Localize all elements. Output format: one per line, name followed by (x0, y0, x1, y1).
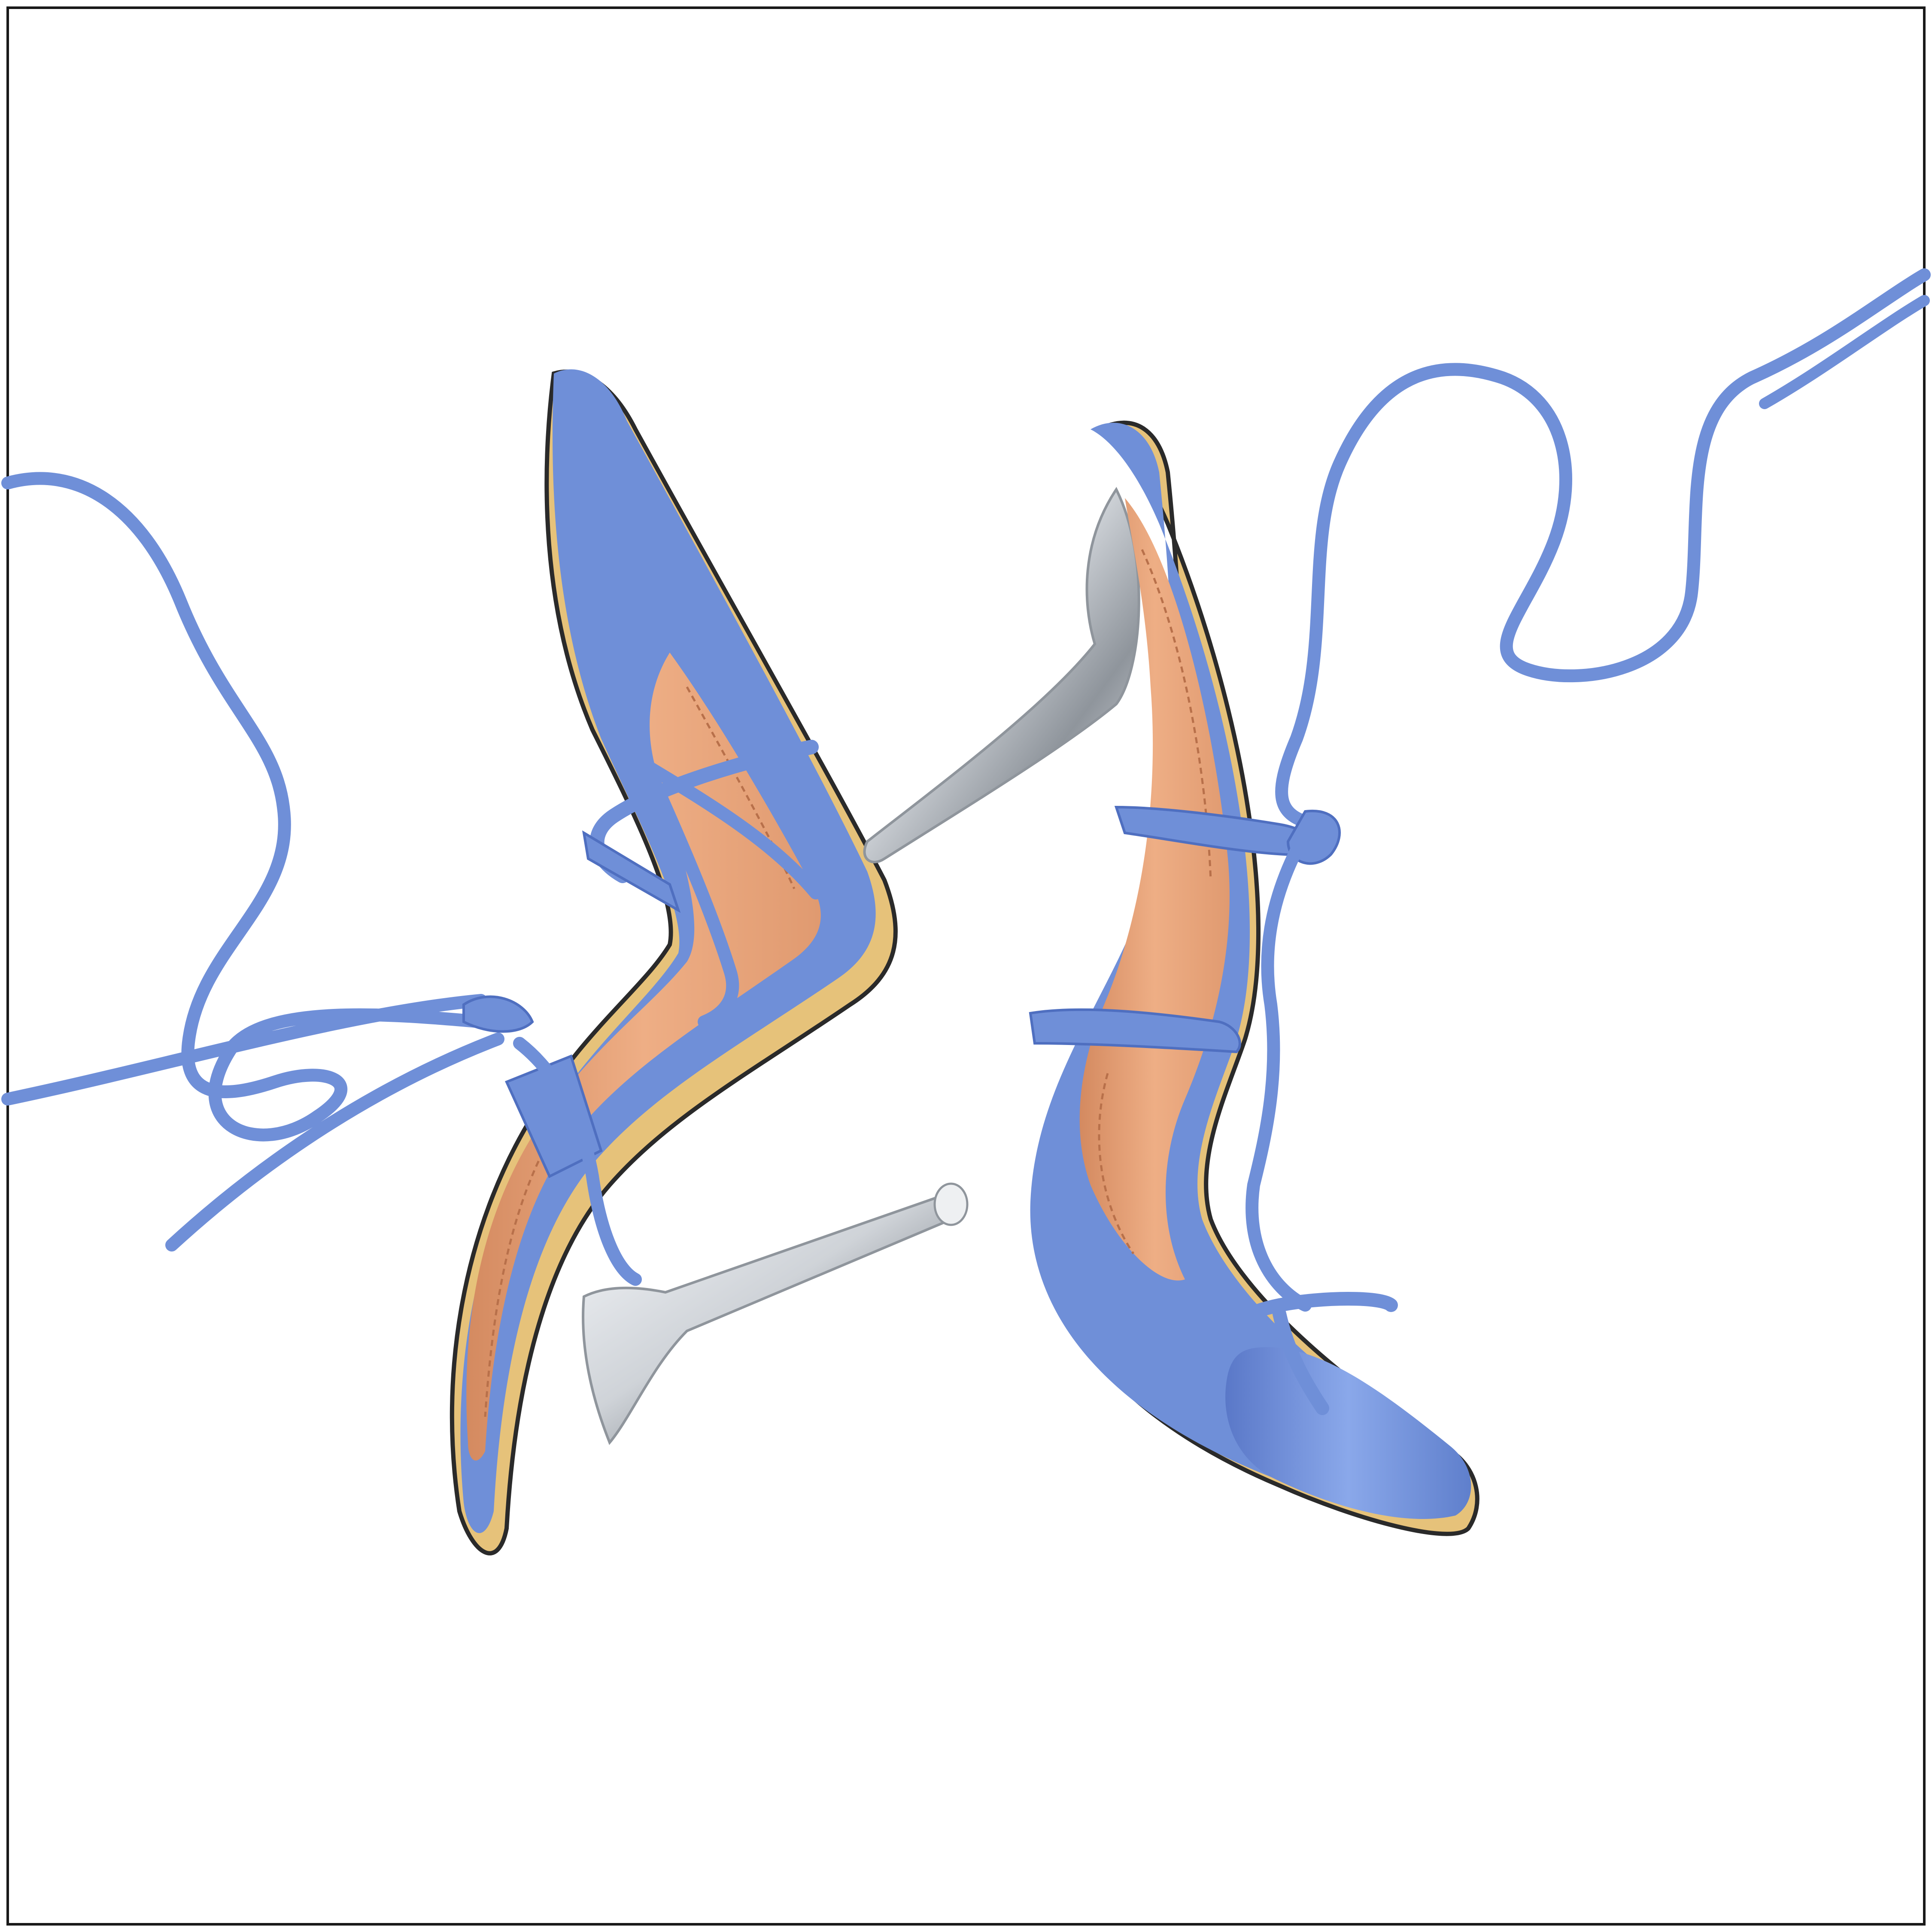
right-sandal (863, 268, 1931, 1536)
left-heel-tip (933, 1182, 969, 1226)
left-heel (582, 1191, 964, 1445)
right-toe-pad (1225, 1347, 1471, 1519)
left-insole (466, 653, 821, 1461)
left-sandal (1, 369, 969, 1555)
right-lace-strap-down (1245, 844, 1312, 1312)
right-lace-cord (1275, 268, 1931, 831)
left-cross-strap-3 (625, 723, 739, 1028)
right-heel (863, 487, 1140, 863)
right-lace-tail (1759, 295, 1930, 409)
right-insole (1079, 498, 1230, 1281)
frame-border (6, 6, 1926, 1926)
right-toe-strap (1161, 1292, 1398, 1415)
left-strap-loop-1 (582, 830, 681, 913)
right-strap-middle (1029, 1008, 1241, 1054)
left-lace-cord (1, 472, 504, 1252)
left-strap-loop-2 (462, 995, 534, 1033)
left-toe-strap (513, 1037, 642, 1286)
